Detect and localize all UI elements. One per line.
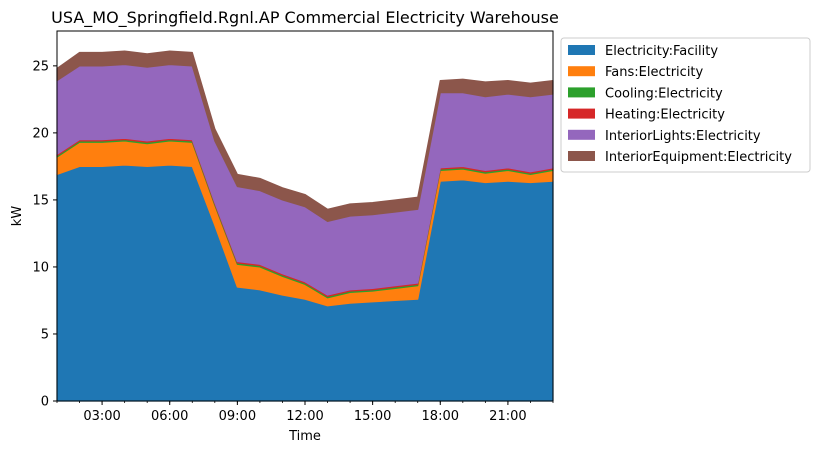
x-tick-label: 06:00 [151,409,188,424]
chart-title: USA_MO_Springfield.Rgnl.AP Commercial El… [51,8,559,28]
legend-label: InteriorLights:Electricity [605,129,761,144]
y-tick-label: 20 [32,126,49,141]
plot-area [56,50,554,402]
y-tick-label: 15 [32,193,49,208]
legend-label: Electricity:Facility [605,44,718,59]
x-tick-label: 21:00 [489,409,526,424]
x-tick-label: 18:00 [422,409,459,424]
x-axis-title: Time [288,429,321,444]
y-tick-label: 5 [41,327,49,342]
legend-swatch [568,151,595,161]
legend-label: InteriorEquipment:Electricity [605,150,792,165]
legend: Electricity:Facility Fans:Electricity Cool… [560,37,811,173]
x-tick-label: 12:00 [286,409,323,424]
y-axis: 0 5 10 15 20 25 [32,59,57,410]
legend-swatch [568,129,595,140]
x-tick-label: 15:00 [354,409,391,424]
legend-label: Cooling:Electricity [605,86,723,101]
x-tick-label: 09:00 [219,409,256,424]
x-axis: 03:00 06:00 09:00 12:00 15:00 18:00 21:00 [56,401,554,424]
y-axis-title: kW [10,206,25,227]
legend-label: Heating:Electricity [605,108,725,123]
legend-swatch [568,108,595,119]
legend-label: Fans:Electricity [605,65,704,80]
y-tick-label: 10 [32,260,49,275]
legend-swatch [568,66,595,77]
y-tick-label: 0 [41,395,49,410]
legend-box [560,37,811,173]
legend-swatch [568,87,595,98]
legend-swatch [568,45,595,55]
x-tick-label: 03:00 [83,409,120,424]
y-tick-label: 25 [32,59,49,74]
